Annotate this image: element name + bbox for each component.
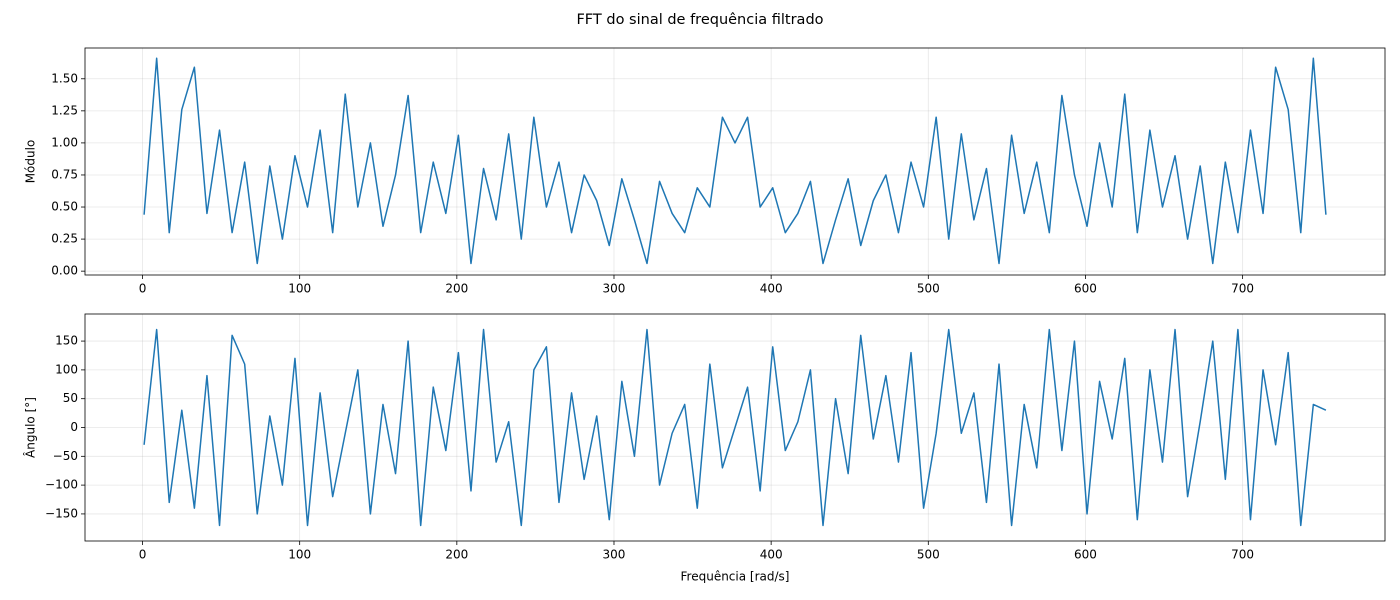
data-line [143, 57, 1327, 265]
x-tick-label: 200 [445, 548, 468, 562]
data-line [143, 328, 1327, 527]
x-tick-label: 700 [1231, 548, 1254, 562]
y-tick-label: 150 [55, 334, 78, 348]
y-tick-label: 0.75 [51, 167, 78, 181]
x-tick-label: 200 [445, 282, 468, 296]
figure-title: FFT do sinal de frequência filtrado [576, 12, 823, 28]
axes-frame [84, 313, 1386, 542]
x-tick-label: 100 [288, 282, 311, 296]
x-tick-label: 700 [1231, 282, 1254, 296]
y-tick-label: 0.00 [51, 264, 78, 278]
x-tick-label: 600 [1074, 548, 1097, 562]
y-tick-label: 100 [55, 362, 78, 376]
x-tick-label: 400 [760, 282, 783, 296]
x-tick-label: 0 [139, 282, 147, 296]
x-tick-label: 300 [603, 282, 626, 296]
y-axis-label: Módulo [24, 140, 38, 184]
y-tick-label: 1.25 [51, 103, 78, 117]
y-tick-label: −100 [45, 478, 78, 492]
y-tick-label: 0 [70, 420, 78, 434]
x-tick-label: 600 [1074, 282, 1097, 296]
y-tick-label: −150 [45, 506, 78, 520]
x-tick-label: 100 [288, 548, 311, 562]
y-axis-label: Ângulo [°] [23, 397, 38, 458]
x-tick-label: 500 [917, 548, 940, 562]
y-tick-label: 0.50 [51, 200, 78, 214]
x-tick-label: 0 [139, 548, 147, 562]
y-tick-label: 50 [63, 391, 78, 405]
axes-frame [84, 47, 1386, 276]
x-tick-label: 300 [603, 548, 626, 562]
y-tick-label: 1.50 [51, 71, 78, 85]
x-tick-label: 500 [917, 282, 940, 296]
y-tick-label: −50 [53, 449, 78, 463]
x-axis-label: Frequência [rad/s] [681, 570, 790, 584]
y-tick-label: 0.25 [51, 232, 78, 246]
x-tick-label: 400 [760, 548, 783, 562]
y-tick-label: 1.00 [51, 135, 78, 149]
